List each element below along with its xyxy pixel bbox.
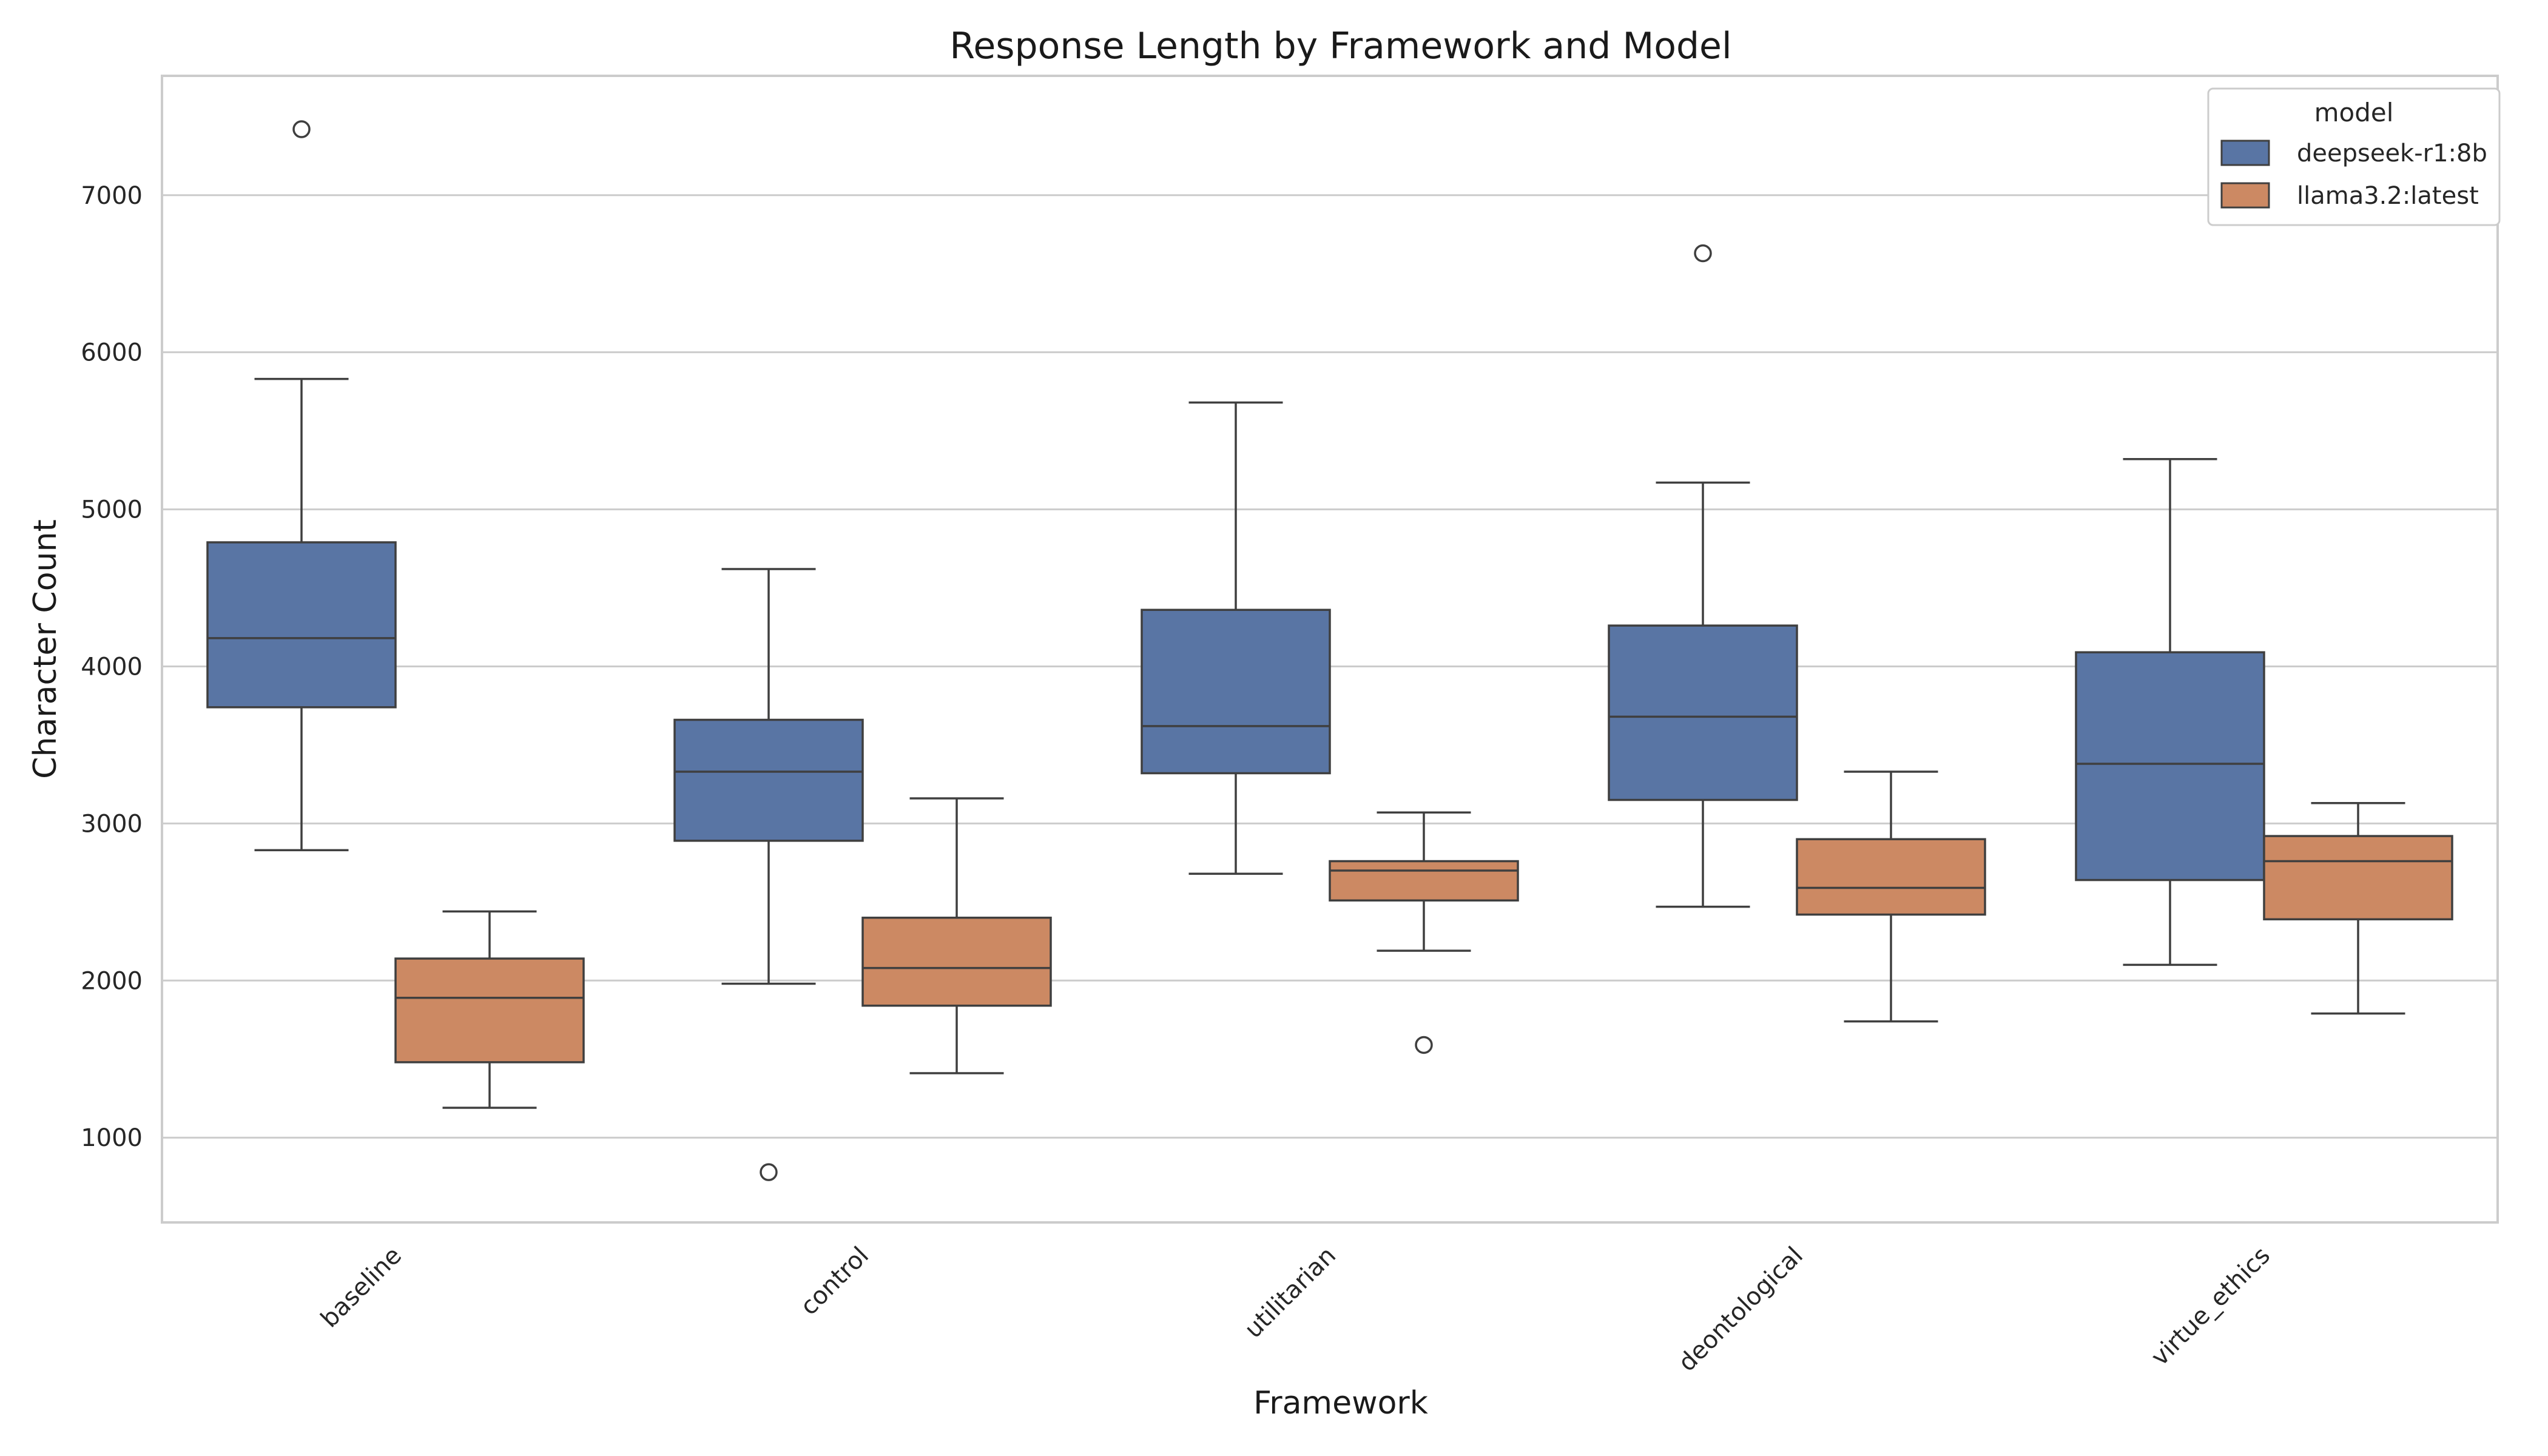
box-iqr xyxy=(861,916,1052,1007)
y-axis-label: Character Count xyxy=(27,519,64,779)
x-tick-label-deontological: deontological xyxy=(1673,1242,1808,1377)
box-baseline-0 xyxy=(206,120,397,852)
box-iqr xyxy=(1608,624,1798,801)
y-tick-label: 7000 xyxy=(81,182,143,210)
y-tick-label: 2000 xyxy=(81,967,143,995)
box-iqr xyxy=(2075,651,2265,881)
legend-swatch-deepseek xyxy=(2220,140,2270,166)
box-control-1 xyxy=(861,797,1052,1074)
box-iqr xyxy=(2263,835,2453,921)
box-layer xyxy=(206,120,2453,1181)
box-deontological-0 xyxy=(1608,244,1798,908)
y-tick-label: 1000 xyxy=(81,1124,143,1152)
box-iqr xyxy=(1329,860,1519,902)
x-tick-label-control: control xyxy=(795,1242,874,1321)
outlier-point xyxy=(292,120,311,138)
box-control-0 xyxy=(673,568,864,1181)
y-tick-label: 6000 xyxy=(81,339,143,367)
legend-swatch-llama xyxy=(2220,182,2270,209)
box-iqr xyxy=(673,718,864,842)
y-tick-label: 3000 xyxy=(81,810,143,838)
legend-title: model xyxy=(2314,98,2394,127)
box-utilitarian-0 xyxy=(1141,401,1331,875)
y-tick-labels: 1000 2000 3000 4000 5000 6000 7000 xyxy=(81,182,143,1152)
x-tick-label-virtue_ethics: virtue_ethics xyxy=(2146,1242,2276,1372)
box-iqr xyxy=(1796,838,1986,916)
outlier-point xyxy=(760,1163,778,1181)
box-virtue_ethics-1 xyxy=(2263,801,2453,1015)
box-iqr xyxy=(394,957,585,1063)
outlier-point xyxy=(1415,1036,1433,1054)
legend-label-deepseek: deepseek-r1:8b xyxy=(2297,140,2487,167)
legend-label-llama: llama3.2:latest xyxy=(2297,182,2479,210)
box-virtue_ethics-0 xyxy=(2075,457,2265,966)
box-deontological-1 xyxy=(1796,770,1986,1023)
y-tick-label: 4000 xyxy=(81,653,143,681)
x-tick-label-baseline: baseline xyxy=(315,1242,407,1333)
x-tick-labels: baseline control utilitarian deontological v… xyxy=(315,1242,2276,1377)
outlier-point xyxy=(1694,244,1712,263)
box-iqr xyxy=(206,541,397,709)
legend: model deepseek-r1:8b llama3.2:latest xyxy=(2207,87,2501,226)
legend-frame xyxy=(2207,87,2501,226)
x-tick-label-utilitarian: utilitarian xyxy=(1239,1242,1341,1344)
chart-title: Response Length by Framework and Model xyxy=(949,25,1731,67)
box-utilitarian-1 xyxy=(1329,811,1519,1054)
box-baseline-1 xyxy=(394,910,585,1109)
box-iqr xyxy=(1141,608,1331,775)
y-tick-label: 5000 xyxy=(81,496,143,524)
x-axis-label: Framework xyxy=(1253,1385,1428,1421)
